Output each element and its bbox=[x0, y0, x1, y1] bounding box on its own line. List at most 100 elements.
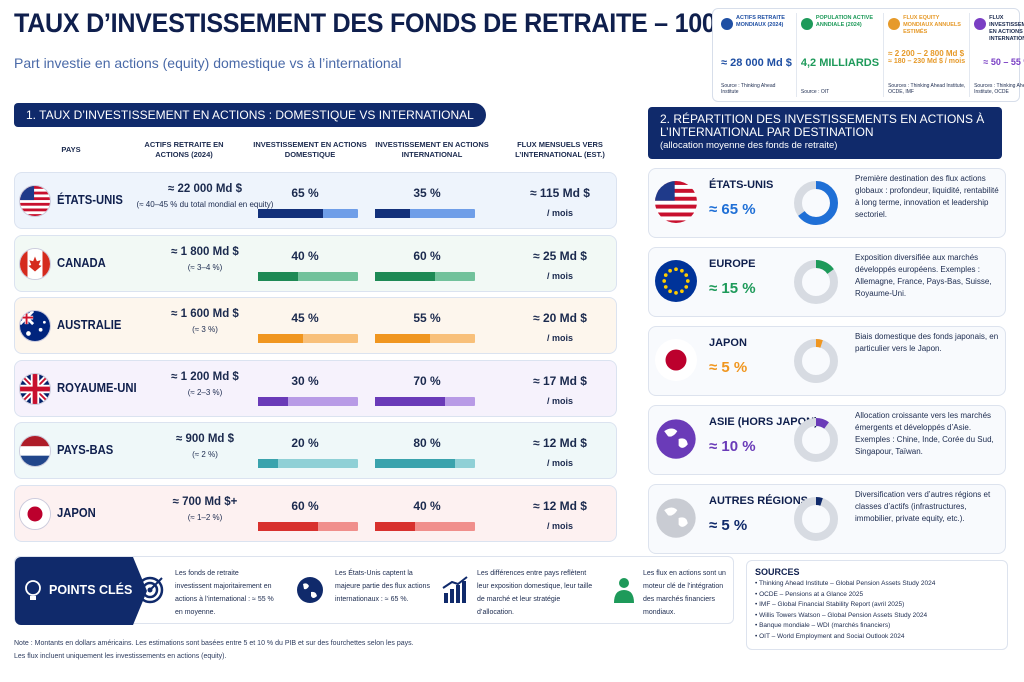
domestic-bar bbox=[258, 334, 358, 343]
source-text: OCDE – Pensions at a Glance 2025 bbox=[759, 590, 864, 598]
section2-header: 2. RÉPARTITION DES INVESTISSEMENTS EN AC… bbox=[648, 107, 1002, 159]
source-text: Thinking Ahead Institute – Global Pensio… bbox=[758, 580, 936, 587]
international-bar bbox=[375, 396, 475, 406]
bullet-icon: • bbox=[755, 590, 760, 598]
donut-share-arc bbox=[794, 260, 838, 304]
country-assets: ≈ 22 000 Md $ bbox=[167, 183, 243, 195]
country-name: JAPON bbox=[57, 505, 96, 520]
source-text: Banque mondiale – WDI (marchés financier… bbox=[759, 622, 891, 629]
international-percent: 70 % bbox=[413, 373, 441, 388]
country-row: AUSTRALIE ≈ 1 600 Md $ (≈ 3 %) 45 % 55 % ≈ 20… bbox=[14, 297, 617, 354]
source-item: • OCDE – Pensions at a Glance 2025 bbox=[755, 590, 999, 601]
region-flag-icon bbox=[655, 181, 697, 223]
country-name: AUSTRALIE bbox=[57, 318, 122, 332]
international-bar bbox=[375, 459, 475, 468]
country-row: ROYAUME-UNI ≈ 1 200 Md $ (≈ 2–3 %) 30 % 70 %… bbox=[14, 359, 617, 417]
stat-source: Source : Thinking Ahead Institute bbox=[721, 83, 776, 95]
domestic-bar bbox=[258, 209, 358, 218]
region-flag-icon bbox=[655, 497, 697, 539]
country-assets: ≈ 1 200 Md $ bbox=[171, 370, 239, 383]
coins-icon bbox=[888, 18, 901, 30]
person-icon bbox=[614, 578, 634, 603]
stat-equity-flows: FLUX EQUITY MONDIAUX ANNUELS ESTIMÉS ≈ 2… bbox=[884, 13, 971, 97]
people-icon bbox=[800, 18, 813, 30]
destination-row: ASIE (HORS JAPON) ≈ 10 % Allocation croiss… bbox=[648, 405, 1006, 475]
international-bar bbox=[375, 271, 475, 281]
country-assets-share: (≈ 3 %) bbox=[192, 325, 218, 334]
region-flag-icon bbox=[655, 339, 697, 381]
bullet-icon: • bbox=[755, 622, 760, 629]
international-percent: 40 % bbox=[413, 498, 441, 513]
source-text: IMF – Global Financial Stability Report … bbox=[759, 601, 905, 608]
domestic-percent: 20 % bbox=[291, 436, 319, 450]
country-name: CANADA bbox=[57, 255, 106, 270]
page-title: TAUX D’INVESTISSEMENT DES FONDS DE RETRA… bbox=[14, 8, 837, 38]
stat-value: 4,2 MILLIARDS bbox=[800, 57, 880, 69]
globe-icon bbox=[974, 18, 987, 30]
destination-donut bbox=[794, 181, 838, 225]
destination-row: ÉTATS-UNIS ≈ 65 % Première destination des… bbox=[648, 168, 1006, 238]
col-header-country: PAYS bbox=[61, 145, 81, 154]
donut-share-arc bbox=[794, 418, 838, 462]
monthly-flow: ≈ 25 Md $ bbox=[533, 248, 587, 263]
stat-source: Sources : Thinking Ahead Institute, OCDE… bbox=[888, 83, 966, 95]
target-icon bbox=[136, 576, 164, 604]
destination-donut bbox=[794, 418, 838, 462]
key-points-panel: POINTS CLÉS Les fonds de retraite invest… bbox=[14, 556, 734, 625]
stat-label: POPULATION ACTIVE ANNDIALE (2024) bbox=[815, 15, 873, 28]
domestic-percent: 30 % bbox=[291, 373, 319, 388]
monthly-flow: ≈ 12 Md $ bbox=[533, 498, 587, 513]
bullet-icon: • bbox=[755, 611, 760, 619]
col-header-international: INVESTISSEMENT EN ACTIONS INTERNATIONAL bbox=[375, 140, 489, 159]
destination-description: Exposition diversifiée aux marchés dével… bbox=[855, 253, 992, 298]
flag-icon bbox=[19, 435, 51, 467]
destination-name: JAPON bbox=[709, 337, 747, 349]
col-header-domestic: INVESTISSEMENT EN ACTIONS DOMESTIQUE bbox=[253, 140, 367, 159]
country-assets-share: (≈ 40–45 % du total mondial en equity) bbox=[136, 200, 274, 209]
flag-icon bbox=[19, 310, 51, 342]
domestic-bar bbox=[258, 271, 358, 281]
international-percent: 55 % bbox=[413, 311, 441, 325]
destination-name: EUROPE bbox=[709, 258, 756, 270]
globe-icon bbox=[297, 577, 323, 603]
monthly-flow-unit: / mois bbox=[546, 208, 573, 218]
country-row: PAYS-BAS ≈ 900 Md $ (≈ 2 %) 20 % 80 % ≈ 12 Md… bbox=[14, 422, 617, 479]
international-percent: 60 % bbox=[413, 248, 441, 263]
source-item: • Thinking Ahead Institute – Global Pens… bbox=[755, 579, 999, 590]
country-row: CANADA ≈ 1 800 Md $ (≈ 3–4 %) 40 % 60 % ≈ 25 … bbox=[14, 234, 617, 292]
country-row: JAPON ≈ 700 Md $+ (≈ 1–2 %) 60 % 40 % ≈ 12 Md… bbox=[14, 484, 617, 542]
country-assets-share: (≈ 1–2 %) bbox=[187, 512, 223, 522]
key-points-title: POINTS CLÉS bbox=[15, 557, 133, 625]
col-header-flows: FLUX MENSUELS VERS L’INTERNATIONAL (EST.… bbox=[515, 140, 605, 159]
stat-source: Source : OIT bbox=[800, 89, 830, 95]
destination-description: Diversification vers d’autres régions et… bbox=[855, 490, 991, 523]
destination-row: AUTRES RÉGIONS ≈ 5 % Diversification vers … bbox=[648, 484, 1006, 554]
growth-chart-icon bbox=[442, 576, 468, 603]
country-assets: ≈ 1 600 Md $ bbox=[171, 308, 239, 320]
country-name: ÉTATS-UNIS bbox=[57, 193, 123, 207]
country-assets-share: (≈ 2–3 %) bbox=[187, 387, 223, 397]
stat-value-secondary: ≈ 180 – 230 Md $ / mois bbox=[888, 58, 966, 65]
flag-icon bbox=[19, 497, 51, 530]
bullet-icon: • bbox=[755, 632, 760, 640]
lightbulb-icon bbox=[25, 580, 41, 600]
bullet-icon: • bbox=[755, 601, 760, 608]
domestic-bar bbox=[258, 521, 358, 531]
monthly-flow-unit: / mois bbox=[546, 395, 573, 406]
section1-header: 1. TAUX D’INVESTISSEMENT EN ACTIONS : DO… bbox=[14, 103, 486, 127]
stat-label: FLUX EQUITY MONDIAUX ANNUELS ESTIMÉS bbox=[903, 15, 961, 35]
stat-value: ≈ 28 000 Md $ bbox=[721, 57, 792, 69]
source-text: Willis Towers Watson – Global Pension As… bbox=[759, 611, 928, 619]
key-points-arrow bbox=[133, 557, 147, 625]
stat-value: ≈ 50 – 55 % bbox=[983, 57, 1024, 67]
monthly-flow: ≈ 17 Md $ bbox=[533, 373, 587, 388]
key-point-4: Les flux en actions sont un moteur clé d… bbox=[643, 570, 726, 616]
international-bar bbox=[375, 521, 475, 531]
stat-label: FLUX INVESTISSEMENTS EN ACTIONS INTERNAT… bbox=[989, 15, 1024, 42]
monthly-flow: ≈ 115 Md $ bbox=[530, 186, 590, 200]
stat-value: ≈ 2 200 – 2 800 Md $ bbox=[888, 49, 965, 58]
destination-description: Biais domestique des fonds japonais, en … bbox=[855, 332, 999, 353]
source-item: • IMF – Global Financial Stability Repor… bbox=[755, 600, 999, 611]
country-assets-share: (≈ 3–4 %) bbox=[187, 262, 223, 272]
destination-donut bbox=[794, 497, 838, 541]
